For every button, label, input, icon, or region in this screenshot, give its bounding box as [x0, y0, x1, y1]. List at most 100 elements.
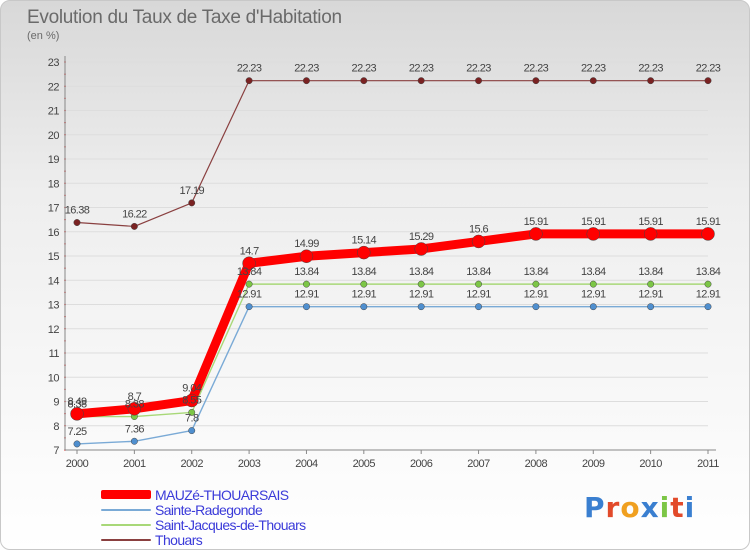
legend-swatch: [101, 508, 151, 511]
data-point: [245, 280, 253, 288]
data-label: 7.36: [125, 423, 144, 435]
data-point: [299, 249, 314, 263]
data-label: 15.14: [352, 235, 377, 247]
data-point: [704, 77, 712, 85]
data-label: 13.84: [696, 266, 721, 278]
data-point: [417, 280, 425, 288]
data-point: [701, 227, 715, 241]
logo-letter: P: [584, 491, 606, 524]
data-point: [360, 77, 368, 85]
x-tick-label: 2006: [410, 458, 433, 470]
legend-label: Saint-Jacques-de-Thouars: [155, 516, 306, 533]
data-label: 14.99: [294, 238, 319, 250]
legend-item: Saint-Jacques-de-Thouars: [101, 516, 306, 533]
logo-letter: x: [640, 491, 660, 524]
data-label: 8.55: [182, 394, 201, 406]
series-line: [76, 80, 709, 228]
y-tick-label: 10: [48, 372, 60, 384]
data-label: 16.22: [122, 208, 147, 220]
y-tick-label: 8: [53, 421, 59, 433]
data-point: [475, 77, 482, 85]
data-label: 13.84: [524, 266, 549, 278]
data-label: 22.23: [696, 63, 721, 75]
data-point: [414, 242, 428, 256]
data-point: [73, 219, 81, 226]
x-tick-label: 2008: [525, 458, 548, 470]
data-label: 8.49: [67, 396, 86, 408]
data-label: 14.7: [240, 245, 259, 257]
data-point: [245, 303, 253, 311]
data-point: [70, 407, 84, 421]
data-label: 13.84: [409, 266, 434, 278]
x-tick-label: 2002: [180, 458, 203, 470]
data-point: [532, 77, 540, 85]
data-point: [643, 227, 658, 241]
x-tick-label: 2010: [639, 458, 662, 470]
data-label: 22.23: [352, 63, 377, 75]
data-label: 12.91: [581, 289, 606, 301]
data-label: 7.8: [185, 413, 199, 425]
data-point: [532, 280, 540, 288]
legend-label: MAUZé-THOUARSAIS: [155, 486, 289, 503]
data-label: 15.29: [409, 231, 434, 243]
logo-letter: i: [659, 491, 671, 524]
data-point: [471, 234, 486, 249]
data-label: 15.6: [469, 223, 488, 235]
data-point: [188, 199, 196, 207]
data-label: 13.84: [581, 266, 606, 278]
series-line: [76, 283, 709, 418]
y-tick-label: 9: [53, 397, 59, 409]
x-tick-label: 2009: [582, 458, 605, 470]
data-label: 13.84: [237, 266, 262, 278]
data-point: [704, 303, 712, 311]
data-label: 22.23: [466, 63, 491, 75]
data-label: 12.91: [524, 289, 549, 301]
legend-label: Sainte-Radegonde: [155, 501, 263, 518]
data-point: [303, 303, 310, 311]
data-label: 22.23: [581, 63, 606, 75]
x-tick-label: 2011: [697, 458, 719, 470]
data-point: [127, 402, 142, 416]
data-label: 8.38: [125, 399, 144, 411]
legend-swatch: [101, 490, 151, 499]
y-tick-label: 22: [48, 81, 60, 93]
data-point: [589, 77, 597, 85]
x-tick-label: 2004: [295, 458, 318, 470]
logo-letter: o: [620, 491, 641, 524]
data-point: [303, 77, 310, 85]
data-point: [303, 280, 310, 288]
data-label: 8.38: [67, 399, 86, 411]
legend-item: MAUZé-THOUARSAIS: [101, 486, 289, 503]
data-label: 15.91: [638, 216, 663, 228]
y-tick-label: 11: [49, 348, 60, 360]
data-label: 22.23: [294, 63, 319, 75]
data-point: [360, 280, 368, 288]
y-tick-label: 17: [48, 203, 60, 215]
x-tick-label: 2000: [66, 458, 89, 470]
data-label: 8.7: [128, 391, 142, 403]
legend-item: Thouars: [101, 532, 203, 548]
data-label: 16.38: [65, 205, 90, 217]
data-label: 22.23: [638, 63, 663, 75]
data-point: [188, 427, 196, 435]
data-point: [357, 245, 371, 260]
data-point: [130, 222, 138, 230]
x-tick-label: 2001: [123, 458, 146, 470]
data-point: [475, 303, 482, 311]
data-label: 15.91: [524, 216, 549, 228]
data-label: 17.19: [179, 185, 204, 197]
data-label: 15.91: [581, 216, 606, 228]
data-label: 13.84: [466, 266, 491, 278]
data-point: [647, 280, 655, 288]
data-point: [242, 256, 256, 271]
data-point: [647, 77, 655, 85]
data-label: 12.91: [237, 289, 262, 301]
x-tick-label: 2007: [467, 458, 490, 470]
data-label: 7.25: [67, 426, 86, 438]
data-point: [360, 303, 368, 311]
data-label: 22.23: [409, 63, 434, 75]
y-tick-label: 19: [48, 154, 60, 166]
data-label: 12.91: [638, 289, 663, 301]
